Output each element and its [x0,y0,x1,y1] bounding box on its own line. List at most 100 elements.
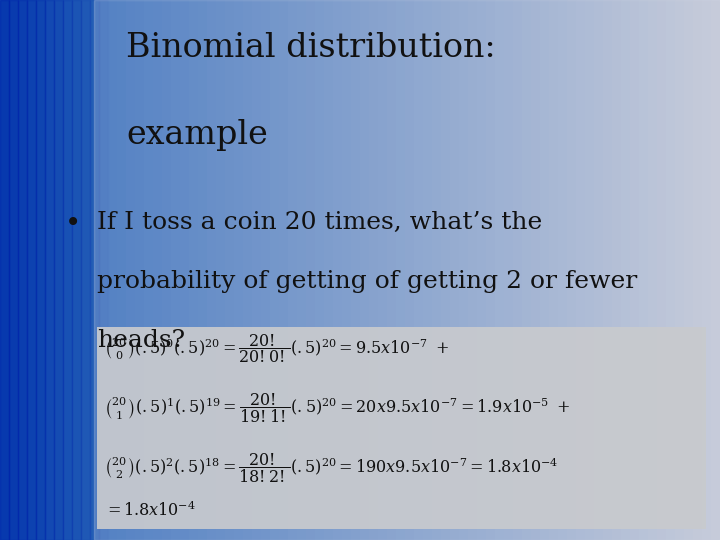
Bar [99,0,108,540]
Bar [36,0,45,540]
Text: heads?: heads? [97,329,185,353]
Text: probability of getting of getting 2 or fewer: probability of getting of getting 2 or f… [97,270,637,293]
Bar [117,0,126,540]
Bar [495,0,504,540]
Bar [9,0,18,540]
Bar [612,0,621,540]
Text: •: • [65,211,81,238]
Bar [702,0,711,540]
Bar [684,0,693,540]
Bar [468,0,477,540]
Bar [531,0,540,540]
Bar [306,0,315,540]
Bar [459,0,468,540]
Text: example: example [126,119,268,151]
Bar [72,0,81,540]
Bar [99,0,108,540]
Bar [162,0,171,540]
Bar [675,0,684,540]
Bar [108,0,117,540]
Bar [72,0,81,540]
Bar [558,0,567,540]
Bar [567,0,576,540]
Bar [504,0,513,540]
Bar [360,0,369,540]
Bar [27,0,36,540]
Bar [18,0,27,540]
Bar [45,0,54,540]
Bar [666,0,675,540]
Bar [648,0,657,540]
Bar [693,0,702,540]
Bar [657,0,666,540]
Bar [450,0,459,540]
Bar [126,0,135,540]
Bar [225,0,234,540]
Bar [135,0,144,540]
Bar [441,0,450,540]
Bar [630,0,639,540]
Bar [477,0,486,540]
Text: $\binom{20}{1}(.5)^1(.5)^{19} = \dfrac{20!}{19!1!}(.5)^{20} = 20x9.5x10^{-7} = 1: $\binom{20}{1}(.5)^1(.5)^{19} = \dfrac{2… [104,392,571,426]
Bar [432,0,441,540]
Bar [90,0,99,540]
Bar [81,0,90,540]
Bar [351,0,360,540]
Bar [153,0,162,540]
Bar [9,0,18,540]
Text: $\binom{20}{2}(.5)^2(.5)^{18} = \dfrac{20!}{18!2!}(.5)^{20} = 190x9.5x10^{-7} = : $\binom{20}{2}(.5)^2(.5)^{18} = \dfrac{2… [104,451,559,485]
Bar [540,0,549,540]
Bar [198,0,207,540]
Bar [216,0,225,540]
Bar [486,0,495,540]
Bar [180,0,189,540]
Bar [576,0,585,540]
Text: If I toss a coin 20 times, what’s the: If I toss a coin 20 times, what’s the [97,211,542,234]
Bar [18,0,27,540]
Bar [207,0,216,540]
Bar [711,0,720,540]
Bar [603,0,612,540]
Bar [621,0,630,540]
Bar [81,0,90,540]
Bar [342,0,351,540]
Bar [189,0,198,540]
Bar [252,0,261,540]
Bar [288,0,297,540]
Text: $\binom{20}{0}(.5)^0(.5)^{20} = \dfrac{20!}{20!0!}(.5)^{20} = 9.5x10^{-7}\ +$: $\binom{20}{0}(.5)^0(.5)^{20} = \dfrac{2… [104,332,449,365]
Bar [639,0,648,540]
Text: $= 1.8x10^{-4}$: $= 1.8x10^{-4}$ [104,500,196,519]
Bar [27,0,36,540]
Bar [243,0,252,540]
Bar [522,0,531,540]
Bar [63,0,72,540]
Bar [315,0,324,540]
Bar [423,0,432,540]
Bar [36,0,45,540]
Bar [396,0,405,540]
FancyBboxPatch shape [97,327,706,529]
Bar [90,0,99,540]
Bar [324,0,333,540]
Bar [261,0,270,540]
Bar [54,0,63,540]
Bar [369,0,378,540]
Bar [387,0,396,540]
Bar [513,0,522,540]
Bar [234,0,243,540]
Bar [144,0,153,540]
Bar [45,0,54,540]
Bar [549,0,558,540]
Text: Binomial distribution:: Binomial distribution: [126,32,496,64]
Bar [171,0,180,540]
Bar [333,0,342,540]
Bar [0,0,9,540]
Bar [270,0,279,540]
Bar [54,0,63,540]
Bar [414,0,423,540]
Bar [0,0,9,540]
Bar [594,0,603,540]
Bar [405,0,414,540]
Bar [378,0,387,540]
Bar [63,0,72,540]
